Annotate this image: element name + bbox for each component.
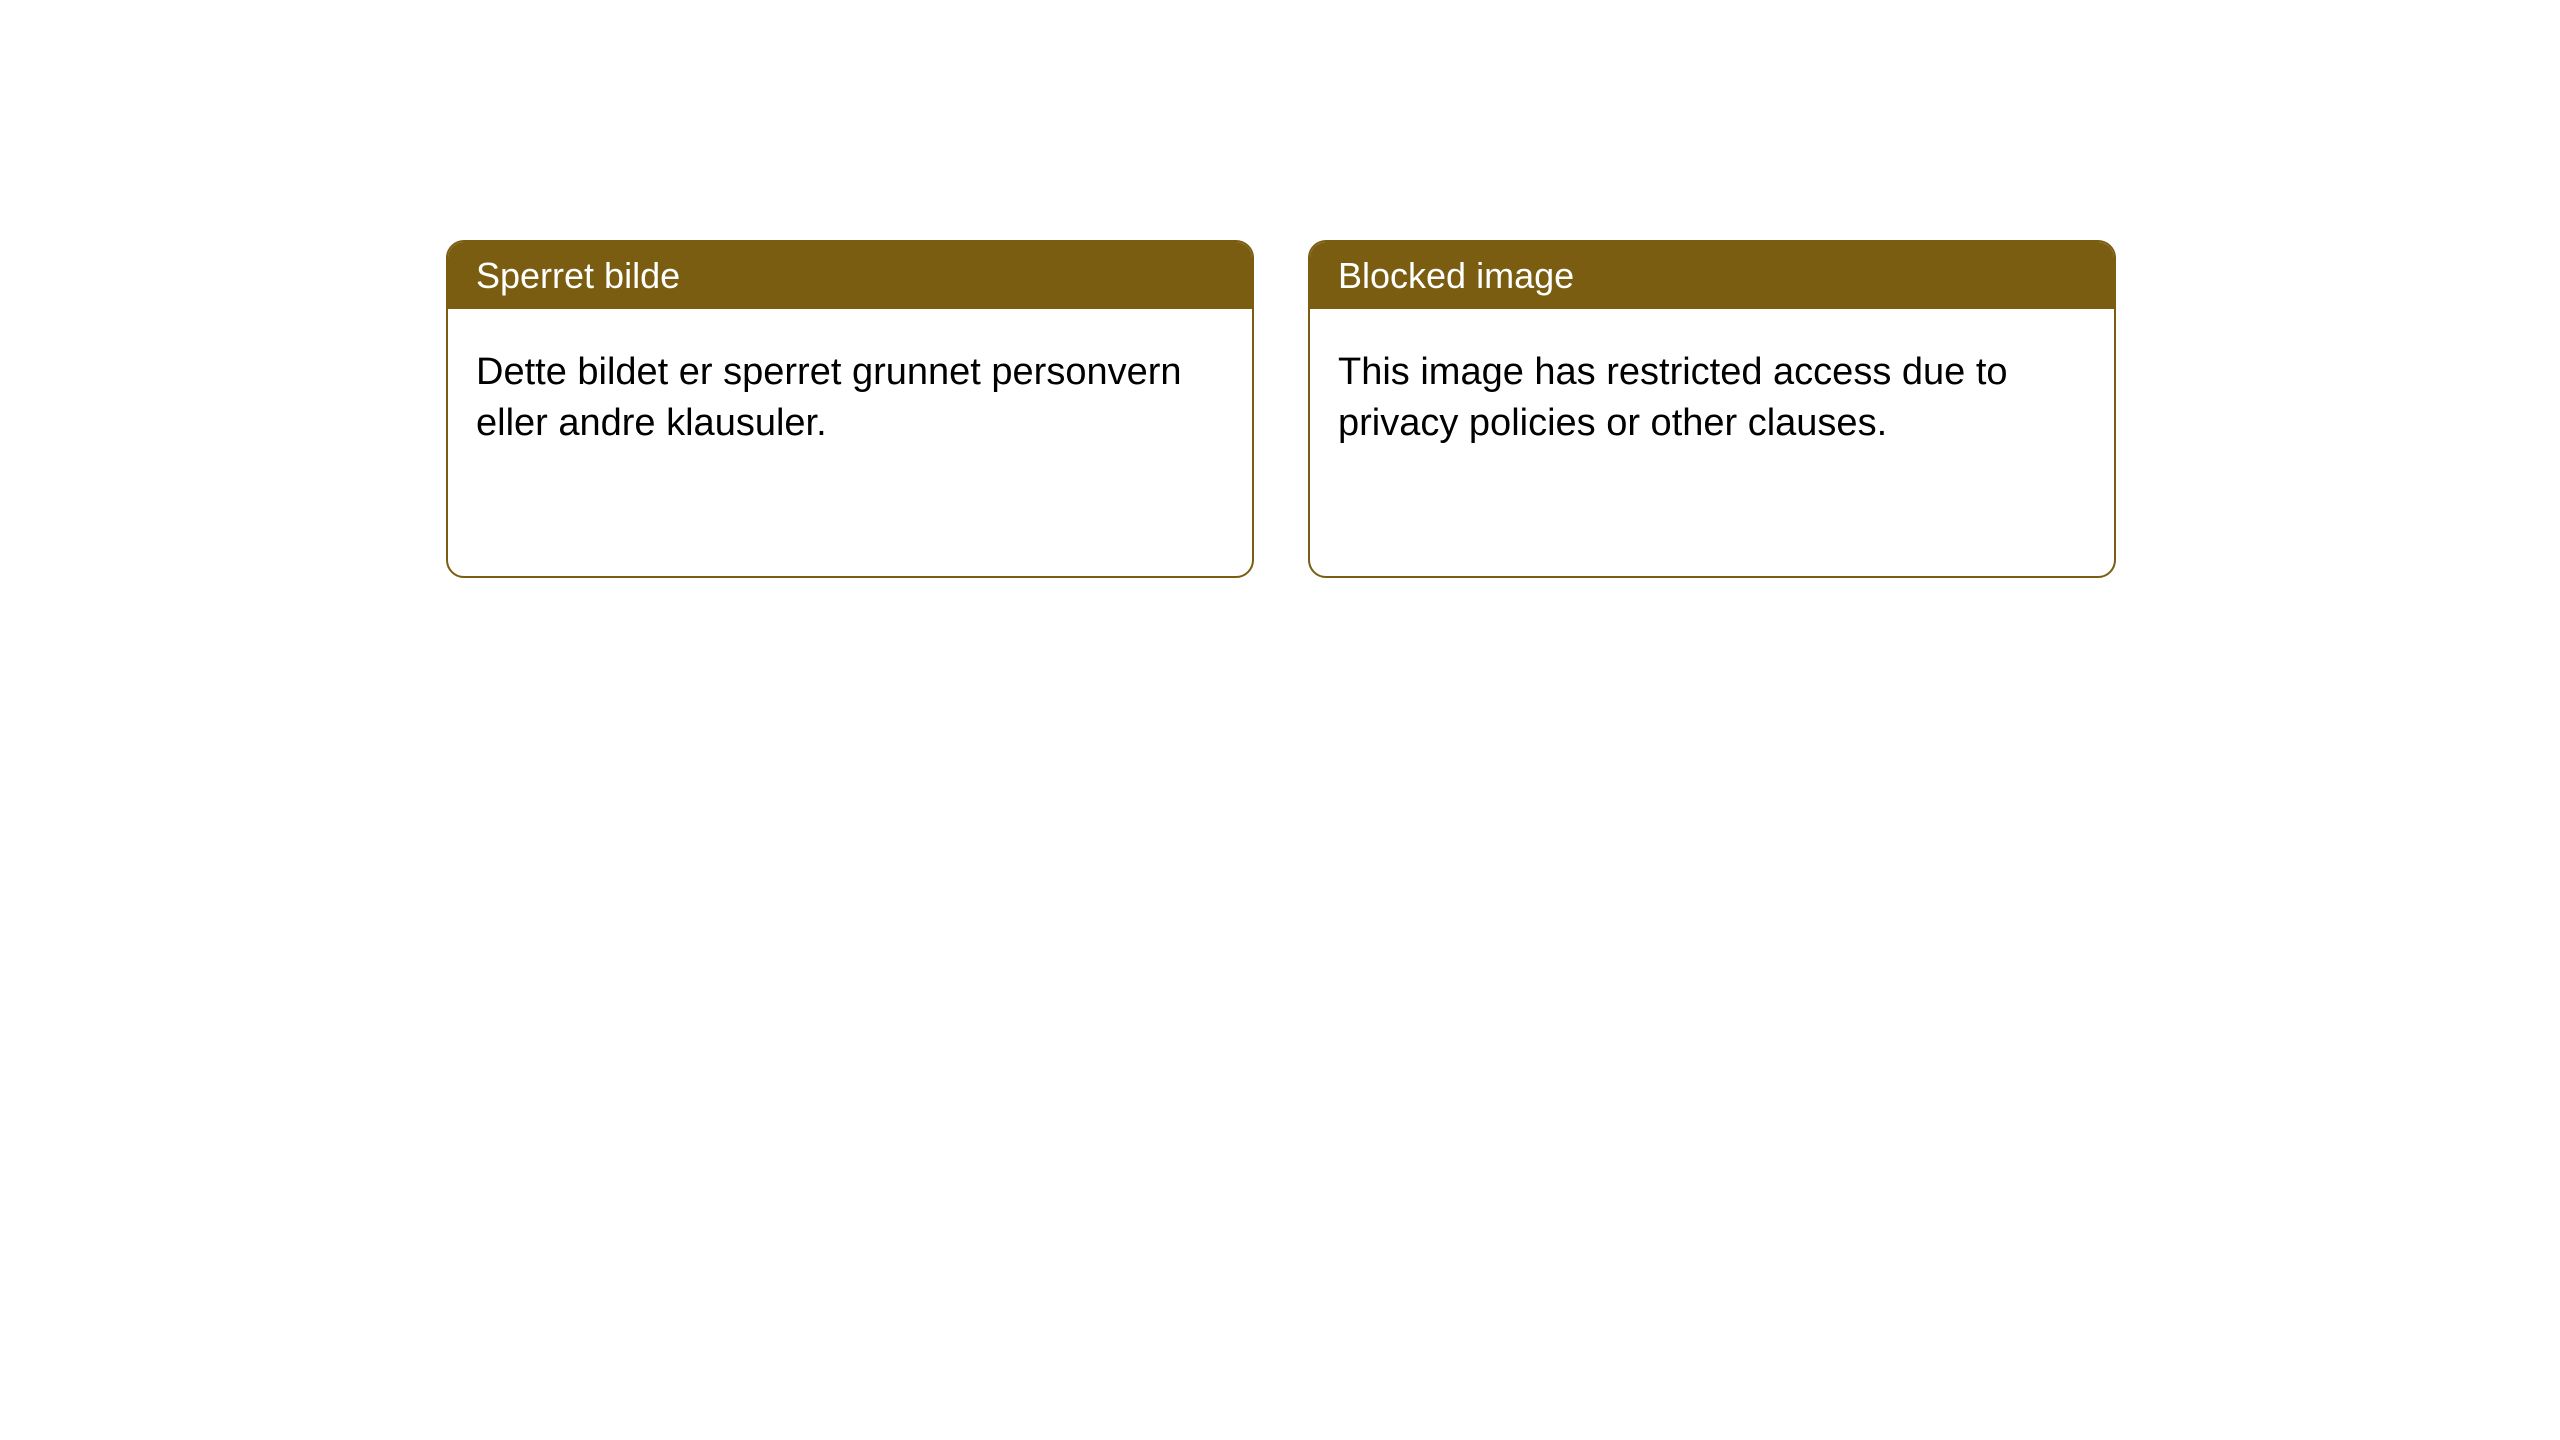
card-body: This image has restricted access due to … [1310,309,2114,488]
notice-card-norwegian: Sperret bilde Dette bildet er sperret gr… [446,240,1254,578]
notice-cards-container: Sperret bilde Dette bildet er sperret gr… [446,240,2116,578]
card-header: Sperret bilde [448,242,1252,309]
card-header: Blocked image [1310,242,2114,309]
notice-card-english: Blocked image This image has restricted … [1308,240,2116,578]
card-body: Dette bildet er sperret grunnet personve… [448,309,1252,488]
